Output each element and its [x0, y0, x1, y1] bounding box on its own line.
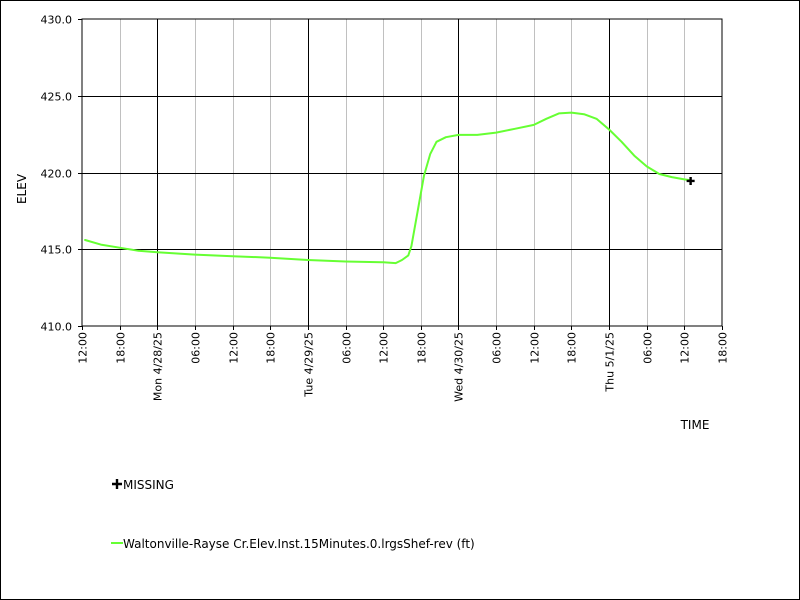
x-tick-label: Wed 4/30/25	[453, 332, 466, 402]
x-axis-ticks: 12:00 18:00 Mon 4/28/25 06:00 12:00 18:00 Tue …	[77, 326, 730, 402]
y-tick-label: 425.0	[41, 91, 73, 104]
y-tick-label: 420.0	[41, 168, 73, 181]
series-line-swatch	[111, 542, 123, 544]
y-axis-ticks: 410.0 415.0 420.0 425.0 430.0	[41, 14, 82, 334]
series-layer	[84, 111, 692, 265]
missing-markers	[686, 176, 695, 185]
x-tick-label: 12:00	[378, 332, 391, 364]
plus-icon	[112, 479, 122, 489]
x-tick-label: 06:00	[642, 332, 655, 364]
x-tick-label: Tue 4/29/25	[303, 332, 316, 398]
y-tick-label: 415.0	[41, 244, 73, 257]
missing-marker	[686, 176, 695, 185]
x-axis-title: TIME	[680, 418, 710, 432]
x-tick-label: 18:00	[416, 332, 429, 364]
x-tick-label: 18:00	[717, 332, 730, 364]
y-tick-label: 410.0	[41, 321, 73, 334]
legend-missing-label: MISSING	[123, 478, 174, 492]
x-tick-label: 06:00	[190, 332, 203, 364]
x-tick-label: 18:00	[566, 332, 579, 364]
minor-gridlines	[120, 19, 685, 326]
legend-missing: MISSING	[111, 478, 174, 492]
series-line	[84, 111, 692, 265]
y-tick-label: 430.0	[41, 14, 73, 27]
legend-series-label: Waltonville-Rayse Cr.Elev.Inst.15Minutes…	[123, 537, 475, 551]
x-tick-label: Mon 4/28/25	[152, 332, 165, 401]
x-tick-label: 12:00	[529, 332, 542, 364]
legend-series: Waltonville-Rayse Cr.Elev.Inst.15Minutes…	[111, 537, 475, 551]
x-tick-label: Thu 5/1/25	[604, 332, 617, 393]
x-tick-label: 06:00	[491, 332, 504, 364]
major-gridlines	[81, 18, 723, 327]
x-tick-label: 18:00	[265, 332, 278, 364]
x-tick-label: 06:00	[341, 332, 354, 364]
x-tick-label: 18:00	[115, 332, 128, 364]
plot-border	[81, 18, 723, 327]
x-tick-label: 12:00	[77, 332, 90, 364]
x-tick-label: 12:00	[228, 332, 241, 364]
x-tick-label: 12:00	[679, 332, 692, 364]
y-axis-title: ELEV	[15, 173, 29, 204]
